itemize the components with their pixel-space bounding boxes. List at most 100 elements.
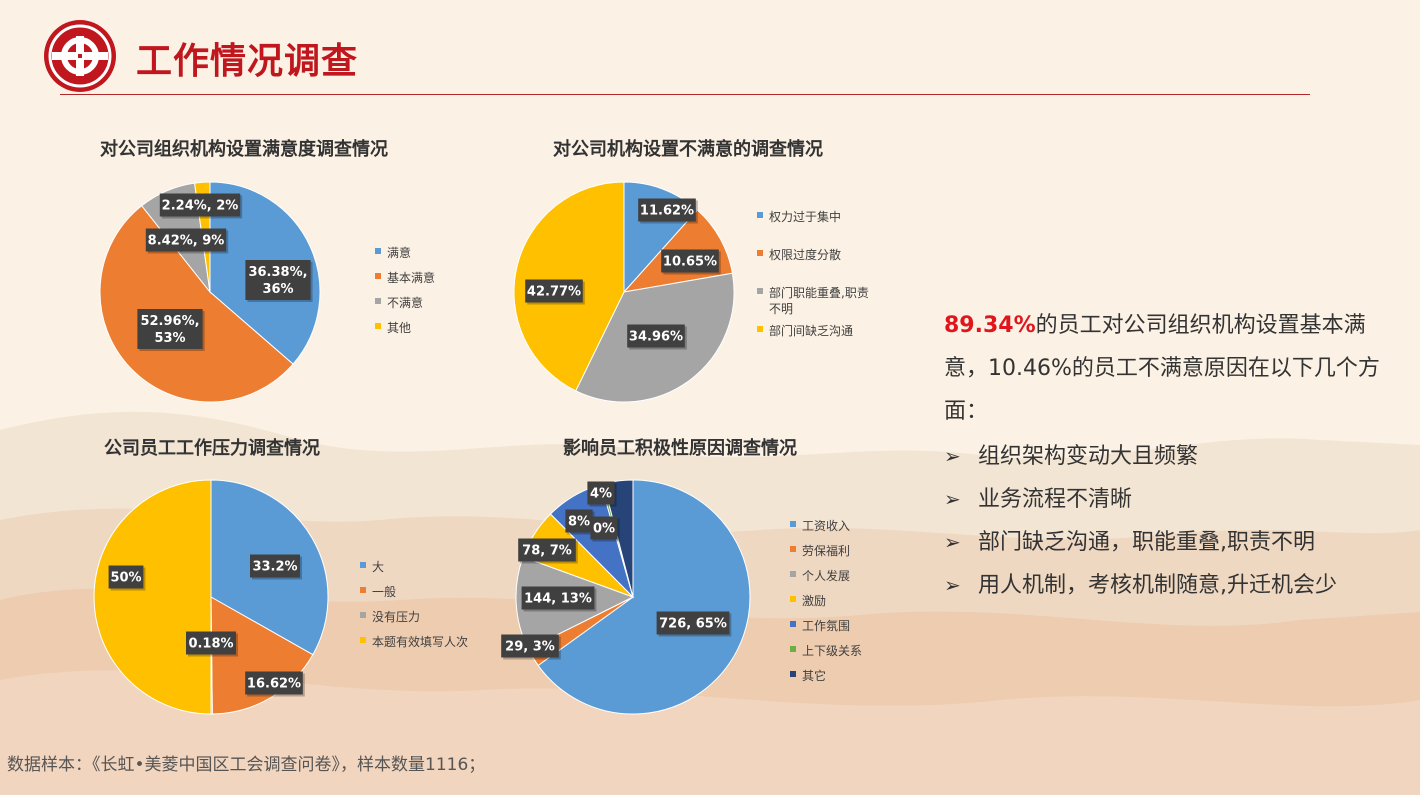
arrow-bullet-icon: ➢ [944, 444, 961, 468]
data-label: 2.24%, 2% [159, 193, 243, 219]
legend-swatch [757, 288, 763, 294]
reason-item: ➢ 用人机制，考核机制随意,升迁机会少 [944, 564, 1404, 607]
svg-text:78, 7%: 78, 7% [522, 544, 572, 559]
legend-swatch [790, 671, 796, 677]
svg-text:4%: 4% [590, 487, 612, 502]
data-label: 10.65% [661, 249, 721, 275]
reason-item: ➢ 业务流程不清晰 [944, 478, 1404, 521]
svg-text:0%: 0% [593, 522, 615, 537]
data-label: 29, 3% [501, 634, 561, 660]
data-label: 78, 7% [518, 538, 578, 564]
svg-text:52.96%,: 52.96%, [140, 314, 199, 329]
legend-swatch [757, 326, 763, 332]
data-label: 36.38%, 36% [245, 260, 313, 302]
legend-label: 不满意 [387, 295, 423, 310]
legend-label: 工资收入 [802, 519, 850, 533]
data-label: 4% [587, 481, 617, 507]
chart-1-title: 对公司组织机构设置满意度调查情况 [100, 139, 388, 160]
legend-label: 本题有效填写人次 [372, 634, 468, 649]
legend-swatch [790, 646, 796, 652]
data-label: 42.77% [525, 279, 585, 305]
data-label: 726, 65% [656, 611, 732, 637]
data-label: 50% [108, 565, 146, 591]
chart-3-title: 公司员工工作压力调查情况 [104, 438, 320, 459]
svg-text:726, 65%: 726, 65% [659, 617, 727, 632]
legend-label: 其它 [802, 668, 826, 683]
svg-text:29, 3%: 29, 3% [505, 640, 555, 655]
page-title: 工作情况调查 [136, 41, 359, 82]
legend-label: 权力过于集中 [769, 209, 841, 224]
legend-label: 没有压力 [372, 609, 420, 624]
legend-swatch [790, 546, 796, 552]
svg-text:8%: 8% [568, 515, 590, 530]
legend-swatch [360, 637, 366, 643]
legend-label: 上下级关系 [802, 644, 862, 658]
summary-text: 89.34%的员工对公司组织机构设置基本满意，10.46%的员工不满意原因在以下… [944, 304, 1384, 433]
legend-label: 部门间缺乏沟通 [769, 323, 853, 338]
pie-slice [99, 205, 294, 403]
legend-label: 不明 [769, 302, 793, 316]
svg-text:50%: 50% [110, 571, 141, 586]
legend-swatch [375, 273, 381, 279]
legend-swatch [790, 596, 796, 602]
arrow-bullet-icon: ➢ [944, 530, 961, 554]
arrow-bullet-icon: ➢ [944, 573, 961, 597]
chart-4-title: 影响员工积极性原因调查情况 [563, 438, 797, 459]
data-label: 52.96%, 53% [137, 309, 205, 351]
title-divider [60, 94, 1310, 95]
legend-swatch [360, 612, 366, 618]
svg-text:2.24%, 2%: 2.24%, 2% [162, 199, 239, 214]
legend-swatch [790, 521, 796, 527]
svg-text:16.62%: 16.62% [247, 677, 301, 692]
legend-swatch [790, 571, 796, 577]
reason-list: ➢ 组织架构变动大且频繁 ➢ 业务流程不清晰 ➢ 部门缺乏沟通，职能重叠,职责不明 ➢… [944, 435, 1404, 607]
summary-highlight: 89.34% [944, 313, 1036, 338]
reason-item: ➢ 组织架构变动大且频繁 [944, 435, 1404, 478]
svg-text:144, 13%: 144, 13% [524, 592, 592, 607]
legend-label: 基本满意 [387, 270, 435, 285]
legend-swatch [757, 250, 763, 256]
data-label: 144, 13% [521, 586, 597, 612]
legend-swatch [375, 248, 381, 254]
chart-2-title: 对公司机构设置不满意的调查情况 [553, 139, 823, 160]
svg-text:53%: 53% [154, 331, 185, 346]
legend-label: 大 [372, 560, 384, 574]
svg-text:10.65%: 10.65% [663, 255, 717, 270]
footnote: 数据样本：《长虹•美菱中国区工会调查问卷》，样本数量1116； [7, 755, 486, 775]
summary-body: 的员工对公司组织机构设置基本满意，10.46%的员工不满意原因在以下几个方面： [944, 313, 1380, 424]
data-label: 16.62% [245, 671, 305, 697]
reason-item: ➢ 部门缺乏沟通，职能重叠,职责不明 [944, 521, 1404, 564]
svg-text:34.96%: 34.96% [629, 330, 683, 345]
svg-text:11.62%: 11.62% [640, 204, 694, 219]
legend-label: 权限过度分散 [769, 247, 841, 262]
svg-text:36%: 36% [262, 282, 293, 297]
legend-swatch [375, 298, 381, 304]
arrow-bullet-icon: ➢ [944, 487, 961, 511]
legend-label: 劳保福利 [802, 543, 850, 558]
svg-text:0.18%: 0.18% [188, 637, 233, 652]
legend-swatch [360, 587, 366, 593]
data-label: 33.2% [250, 554, 302, 580]
data-label: 8% [565, 509, 595, 535]
legend-label: 个人发展 [802, 568, 850, 583]
data-label: 11.62% [638, 198, 698, 224]
pie-slice [93, 479, 212, 715]
legend-label: 部门职能重叠,职责 [769, 285, 869, 300]
data-label: 8.42%, 9% [145, 228, 229, 254]
legend-label: 工作氛围 [802, 619, 850, 633]
pie-slice [537, 479, 751, 715]
data-label: 0% [590, 516, 620, 542]
svg-text:42.77%: 42.77% [527, 285, 581, 300]
data-label: 34.96% [627, 324, 687, 350]
union-logo-icon [44, 20, 116, 92]
data-label: 0.18% [186, 631, 238, 657]
svg-text:8.42%, 9%: 8.42%, 9% [148, 234, 225, 249]
svg-text:36.38%,: 36.38%, [248, 265, 307, 280]
legend-swatch [375, 323, 381, 329]
legend-label: 满意 [387, 245, 411, 260]
legend-swatch [790, 621, 796, 627]
legend-label: 其他 [387, 321, 411, 335]
legend-label: 激励 [802, 594, 826, 608]
svg-text:33.2%: 33.2% [252, 560, 297, 575]
